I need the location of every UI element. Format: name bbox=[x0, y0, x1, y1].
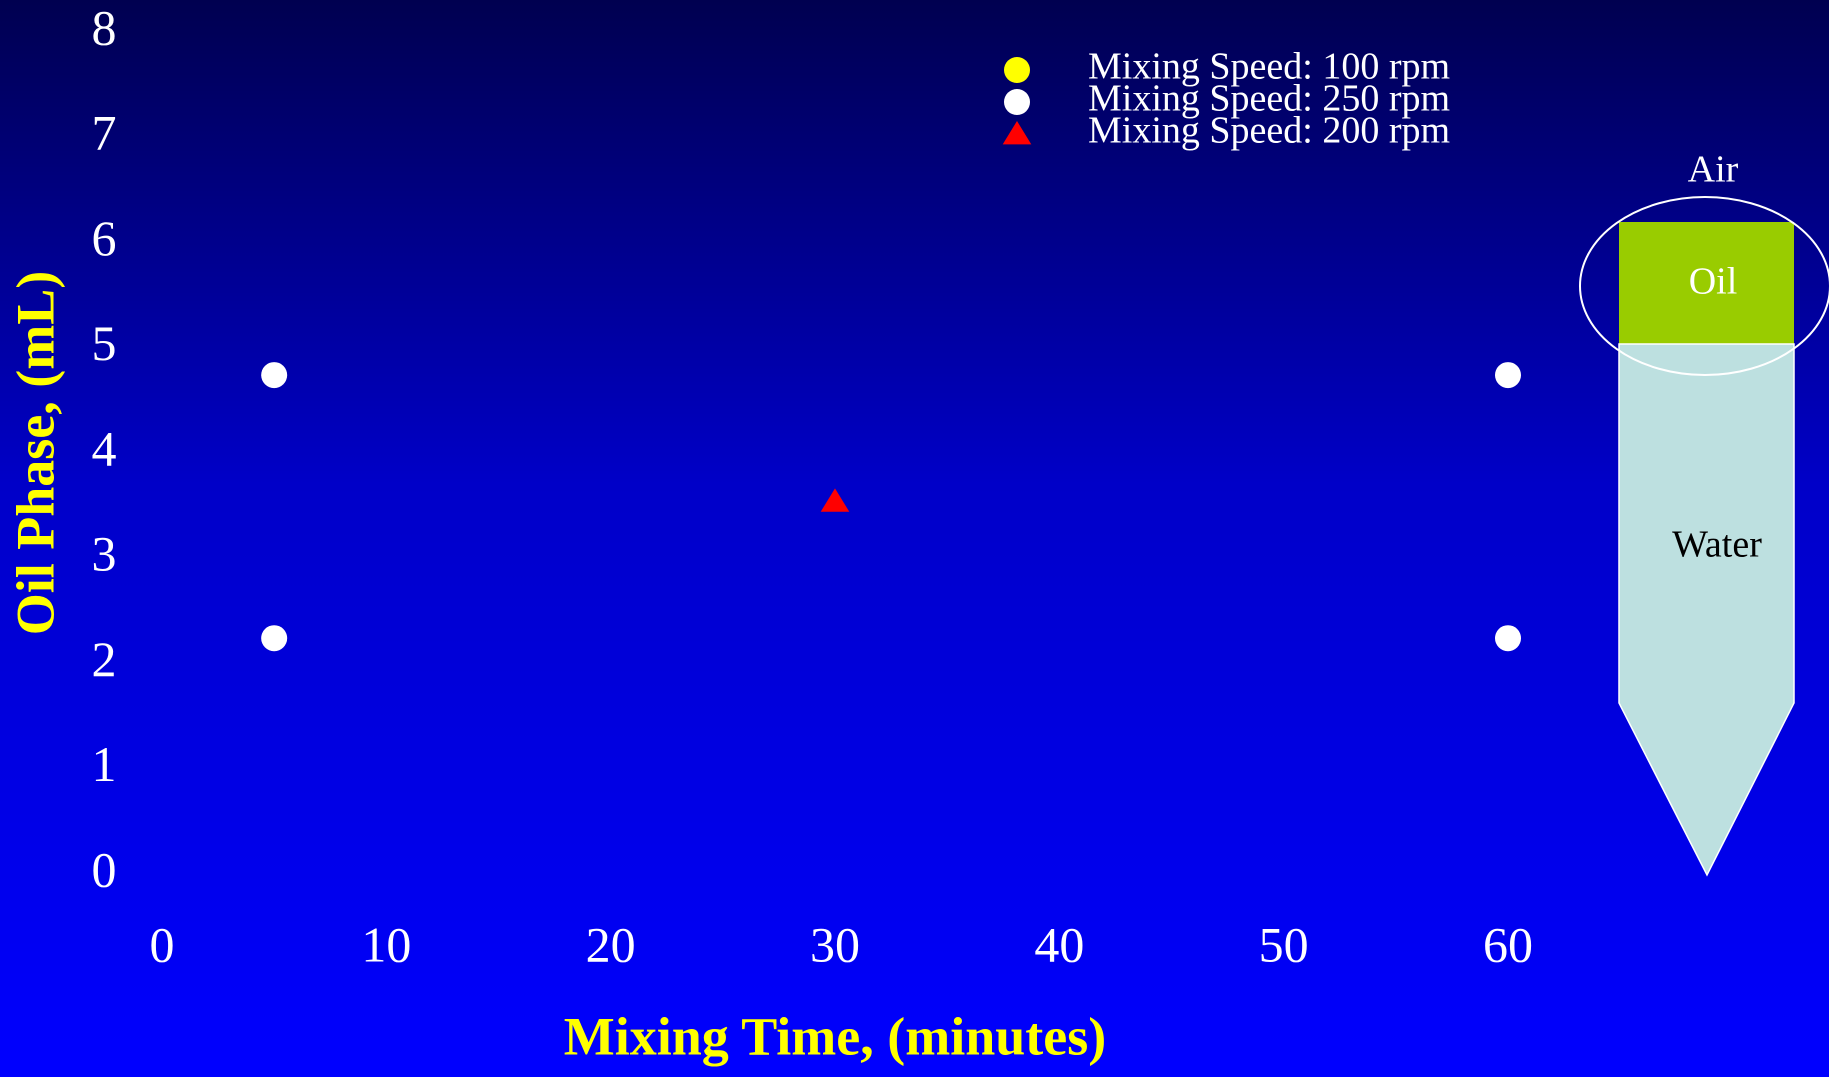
air-label: Air bbox=[1688, 149, 1739, 191]
water-label: Water bbox=[1672, 524, 1762, 566]
marker-circle bbox=[261, 362, 287, 388]
y-tick-label: 1 bbox=[92, 736, 117, 792]
legend-marker bbox=[1004, 57, 1030, 83]
y-tick-label: 5 bbox=[92, 315, 117, 371]
x-axis-title: Mixing Time, (minutes) bbox=[564, 1006, 1107, 1066]
y-tick-label: 2 bbox=[92, 631, 117, 687]
y-tick-label: 8 bbox=[92, 0, 117, 55]
y-tick-label: 6 bbox=[92, 210, 117, 266]
y-tick-label: 0 bbox=[92, 841, 117, 897]
y-axis-title: Oil Phase, (mL) bbox=[5, 271, 65, 635]
x-tick-label: 50 bbox=[1259, 916, 1309, 972]
y-tick-label: 3 bbox=[92, 526, 117, 582]
marker-circle bbox=[1495, 625, 1521, 651]
marker-circle bbox=[261, 625, 287, 651]
y-tick-label: 7 bbox=[92, 105, 117, 161]
oil-label: Oil bbox=[1689, 261, 1738, 303]
x-tick-label: 60 bbox=[1483, 916, 1533, 972]
x-tick-label: 20 bbox=[586, 916, 636, 972]
y-tick-label: 4 bbox=[92, 420, 117, 476]
chart: Mixing Time, (minutes) Oil Phase, (mL) A… bbox=[0, 0, 1829, 1077]
x-tick-label: 40 bbox=[1034, 916, 1084, 972]
marker-circle bbox=[1495, 362, 1521, 388]
x-tick-label: 0 bbox=[150, 916, 175, 972]
legend-label: Mixing Speed: 200 rpm bbox=[1088, 110, 1450, 152]
x-tick-label: 30 bbox=[810, 916, 860, 972]
legend-marker bbox=[1004, 89, 1030, 115]
background bbox=[0, 0, 1829, 1077]
x-tick-label: 10 bbox=[361, 916, 411, 972]
